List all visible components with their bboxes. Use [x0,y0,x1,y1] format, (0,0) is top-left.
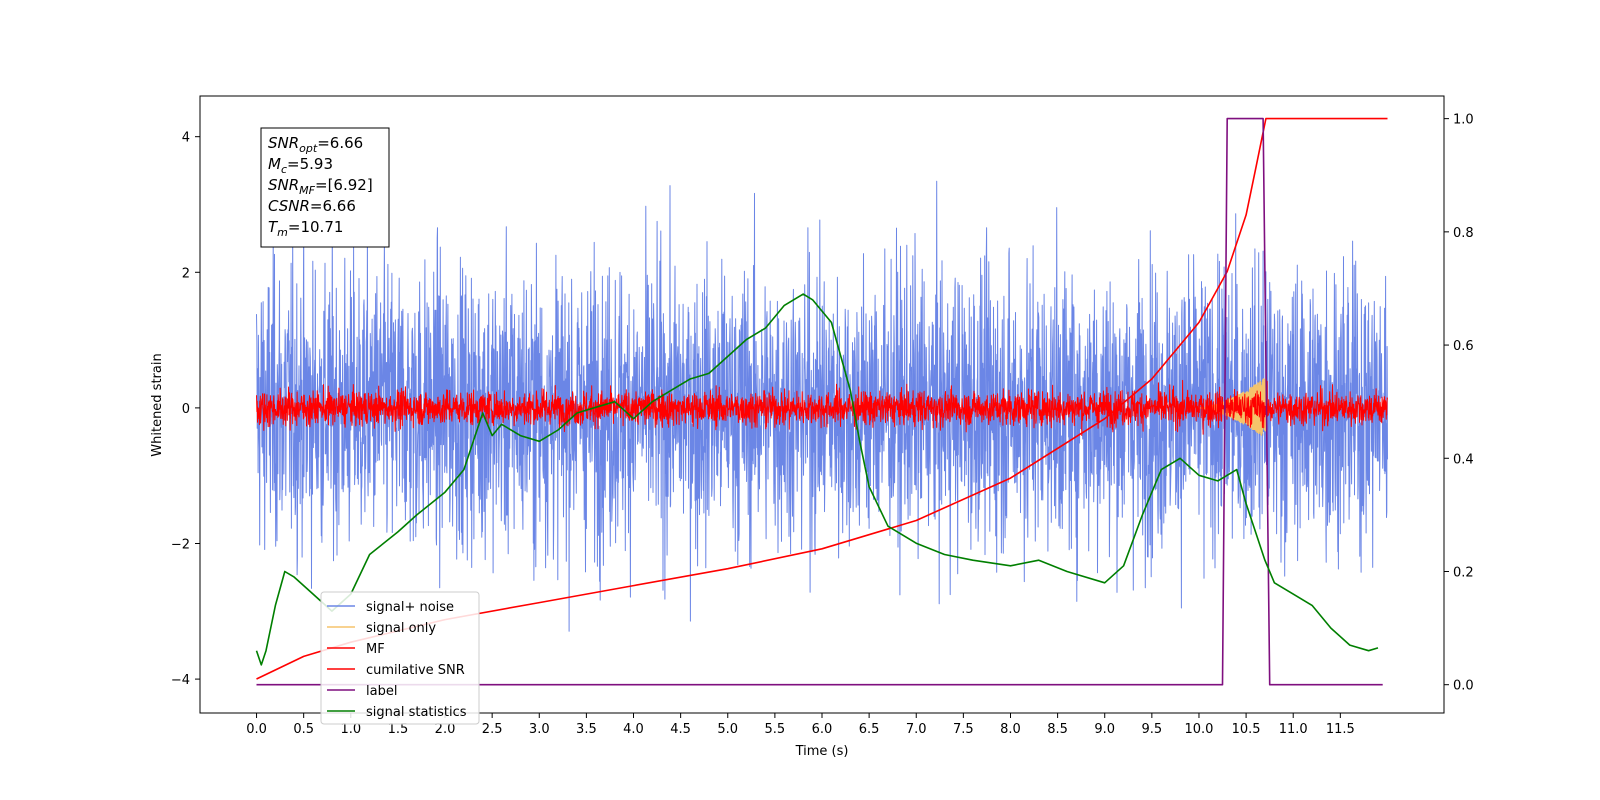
x-tick-label: 7.5 [953,722,974,737]
x-tick-label: 5.0 [717,722,738,737]
x-tick-label: 11.0 [1279,722,1308,737]
x-tick-label: 8.5 [1047,722,1068,737]
x-tick-label: 2.0 [435,722,456,737]
x-tick-label: 3.5 [576,722,597,737]
legend-label: signal only [366,621,436,636]
x-tick-label: 8.0 [1000,722,1021,737]
left-y-tick-label: 0 [182,402,190,417]
legend-frame [320,591,480,725]
x-tick-label: 10.0 [1184,722,1213,737]
x-tick-label: 0.0 [246,722,267,737]
left-y-tick-label: −2 [171,537,190,552]
x-tick-label: 6.0 [812,722,833,737]
left-y-tick-label: 4 [182,131,190,146]
info-line: SNRMF=[6.92] [268,176,373,197]
right-y-tick-label: 1.0 [1453,113,1474,128]
info-box-frame [260,127,390,248]
info-line: Tm=10.71 [268,218,343,239]
x-axis: 0.0 0.5 1.0 1.5 2.0 2.5 3.0 3.5 4.0 4.5 5.0 5.5 6.0 6… [246,713,1355,737]
series-line-label [256,117,1383,686]
x-tick-label: 9.0 [1094,722,1115,737]
legend-label: cumilative SNR [366,663,465,678]
legend-label: label [366,684,397,699]
right-y-tick-label: 0.4 [1453,452,1474,467]
legend-label: MF [366,642,385,657]
x-tick-label: 0.5 [293,722,314,737]
x-tick-label: 10.5 [1232,722,1261,737]
series-line-signal-noise [256,180,1388,632]
x-tick-label: 7.0 [906,722,927,737]
x-tick-label: 4.0 [623,722,644,737]
x-tick-label: 2.5 [482,722,503,737]
right-y-axis: 1.0 0.8 0.6 0.4 0.2 0.0 [1444,113,1474,694]
left-y-axis: 4 2 0 −2 −4 [171,131,200,688]
left-y-tick-label: 2 [182,266,190,281]
legend-label: signal+ noise [366,600,454,615]
right-y-tick-label: 0.2 [1453,565,1474,580]
x-tick-label: 1.5 [388,722,409,737]
x-axis-label: Time (s) [795,744,849,759]
x-tick-label: 11.5 [1326,722,1355,737]
right-y-tick-label: 0.6 [1453,339,1474,354]
x-tick-label: 1.0 [340,722,361,737]
x-tick-label: 6.5 [859,722,880,737]
right-y-tick-label: 0.0 [1453,679,1474,694]
x-tick-label: 5.5 [765,722,786,737]
left-y-tick-label: −4 [171,673,190,688]
legend-label: signal statistics [366,705,467,720]
series-line-mf [256,379,1388,436]
legend: signal+ noise signal only MF cumilative SNR… [320,591,480,725]
info-line: CSNR=6.66 [268,197,356,215]
left-y-axis-label: Whitened strain [150,353,165,456]
series-line-signal-statistics [255,293,1379,666]
right-y-tick-label: 0.8 [1453,226,1474,241]
x-tick-label: 9.5 [1142,722,1163,737]
x-tick-label: 3.0 [529,722,550,737]
info-line: Mc=5.93 [268,155,333,176]
info-line: SNRopt=6.66 [268,134,363,155]
x-tick-label: 4.5 [670,722,691,737]
